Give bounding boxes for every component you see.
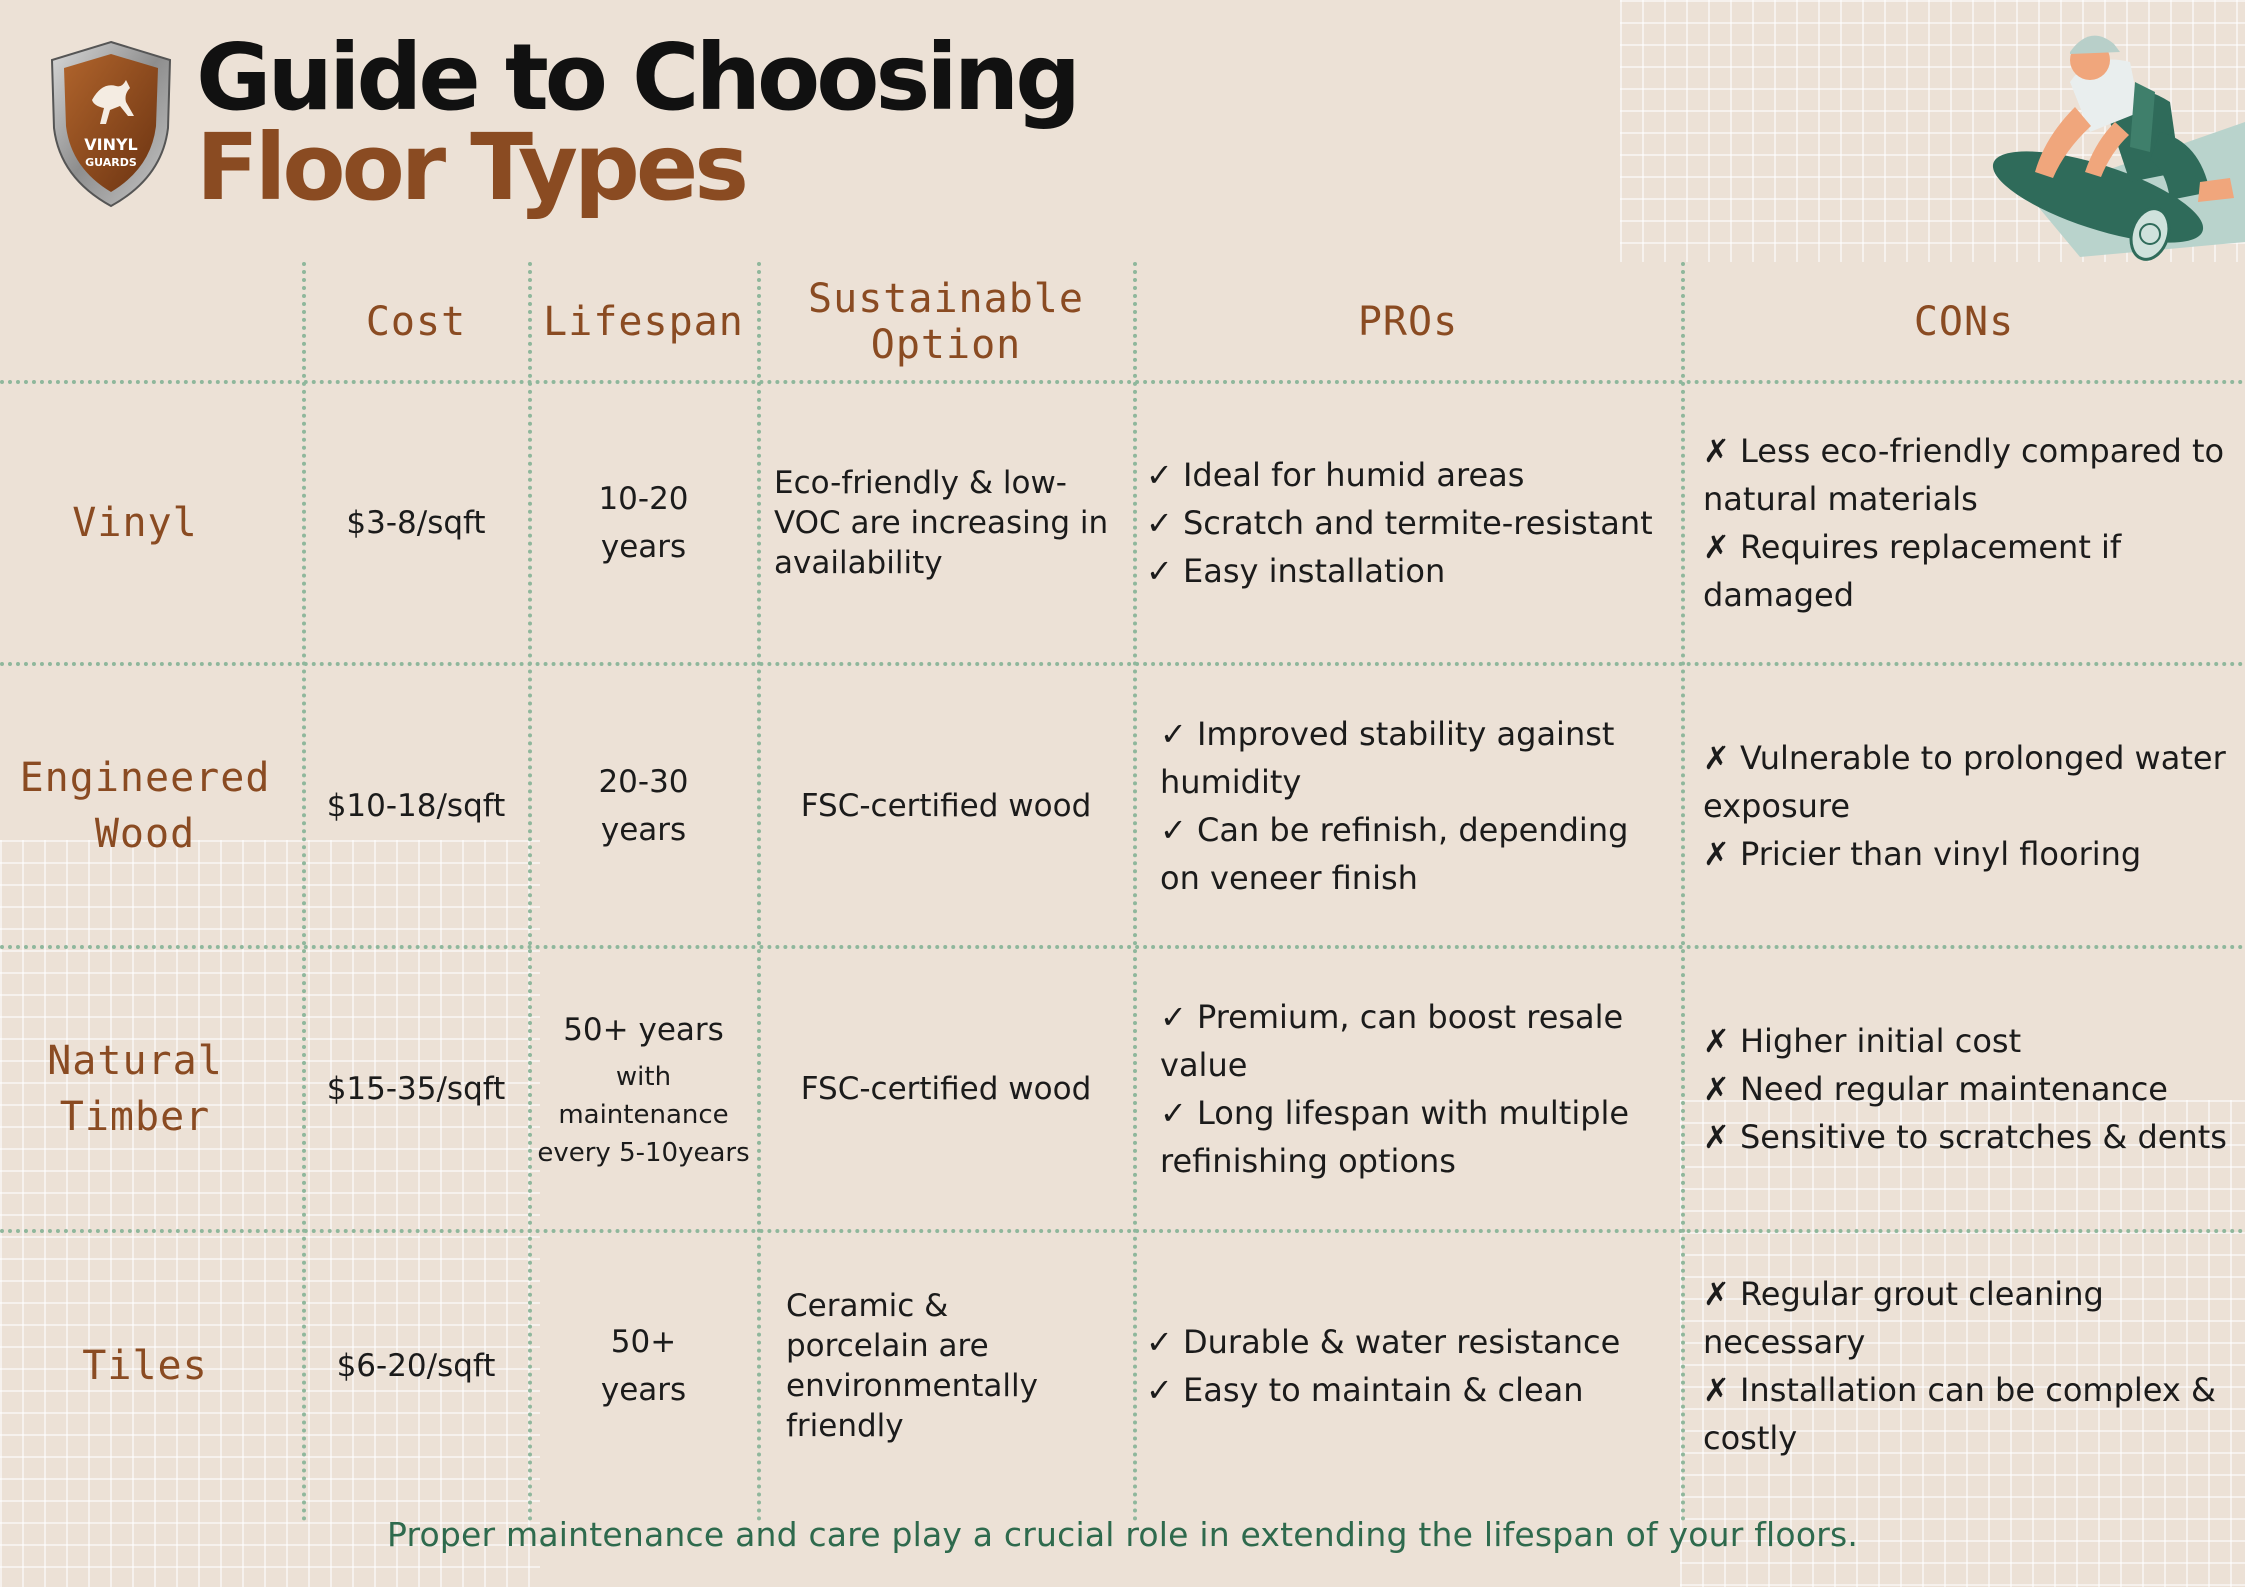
tiles-sustainable: Ceramic & porcelain are environmentally … [786,1233,1086,1499]
svg-text:GUARDS: GUARDS [85,156,137,169]
list-item: ✗ Regular grout cleaning necessary [1703,1275,2104,1361]
header-cost: Cost [365,299,467,345]
worker-rolling-floor-illustration [1950,12,2245,272]
table-divider-v1 [302,262,306,1522]
engineered-wood-pros-list: ✓ Improved stability against humidity ✓ … [1160,710,1670,902]
engineered-wood-cost: $10-18/sqft [326,787,506,824]
list-item: ✓ Ideal for humid areas [1146,456,1525,494]
vinyl-lifespan: 10-20 years [530,384,757,662]
natural-timber-lifespan-text: 50+ years [563,1012,724,1048]
horse-shield-logo-icon: VINYL GUARDS [50,40,172,208]
vinyl-sustainable-text: Eco-friendly & low-VOC are increasing in… [774,465,1109,581]
list-item: ✓ Scratch and termite-resistant [1146,504,1653,542]
list-item: ✓ Durable & water resistance [1146,1323,1621,1361]
list-item: ✗ Less eco-friendly compared to natural … [1703,432,2225,518]
natural-timber-lifespan: 50+ years with maintenance every 5-10yea… [530,949,757,1229]
engineered-wood-pros: ✓ Improved stability against humidity ✓ … [1160,666,1670,945]
page-title-line2: Floor Types [196,114,749,221]
vinyl-cost: $3-8/sqft [346,505,486,541]
page-title-line1: Guide to Choosing [196,24,1081,131]
footer-note: Proper maintenance and care play a cruci… [386,1515,1859,1554]
tiles-cons-list: ✗ Regular grout cleaning necessary ✗ Ins… [1703,1270,2233,1462]
tiles-cons: ✗ Regular grout cleaning necessary ✗ Ins… [1703,1233,2233,1499]
list-item: ✓ Long lifespan with multiple refinishin… [1160,1094,1630,1180]
natural-timber-cons: ✗ Higher initial cost ✗ Need regular mai… [1703,949,2233,1229]
engineered-wood-cons: ✗ Vulnerable to prolonged water exposure… [1703,666,2233,945]
header-cons: CONs [1913,299,2015,345]
tiles-cost: $6-20/sqft [336,1348,496,1384]
engineered-wood-sustainable: FSC-certified wood [800,787,1092,824]
table-divider-h1 [0,380,2245,384]
worker-rolling-vinyl-floor-icon [1992,35,2245,261]
natural-timber-sustainable: FSC-certified wood [800,1071,1092,1107]
table-divider-v4 [1133,262,1137,1522]
tiles-pros-list: ✓ Durable & water resistance ✓ Easy to m… [1146,1318,1620,1414]
table-divider-h3 [0,945,2245,949]
list-item: ✓ Easy to maintain & clean [1146,1371,1584,1409]
table-divider-v5 [1681,262,1685,1522]
tiles-sustainable-text: Ceramic & porcelain are environmentally … [786,1288,1038,1444]
svg-text:VINYL: VINYL [84,135,138,154]
list-item: ✗ Pricier than vinyl flooring [1703,834,2142,873]
header-pros: PROs [1357,299,1459,345]
row-label-tiles: Tiles [82,1343,208,1389]
list-item: ✗ Sensitive to scratches & dents [1703,1118,2227,1156]
vinyl-cons: ✗ Less eco-friendly compared to natural … [1703,384,2233,662]
vinyl-sustainable: Eco-friendly & low-VOC are increasing in… [774,384,1114,662]
list-item: ✓ Premium, can boost resale value [1160,998,1624,1084]
tiles-lifespan-text: 50+ years [600,1324,687,1408]
table-divider-h4 [0,1229,2245,1233]
list-item: ✗ Higher initial cost [1703,1022,2022,1060]
row-label-vinyl: Vinyl [72,500,198,546]
tiles-pros: ✓ Durable & water resistance ✓ Easy to m… [1146,1233,1676,1499]
natural-timber-pros-list: ✓ Premium, can boost resale value ✓ Long… [1160,993,1670,1185]
list-item: ✓ Can be refinish, depending on veneer f… [1160,810,1629,897]
vinyl-cons-list: ✗ Less eco-friendly compared to natural … [1703,427,2233,619]
row-label-engineered-wood: Engineered Wood [19,754,271,857]
engineered-wood-lifespan-text: 20-30 years [598,763,689,848]
header-sustainable: Sustainable Option [808,276,1084,368]
header-lifespan: Lifespan [543,299,744,345]
table-divider-h2 [0,662,2245,666]
natural-timber-cost: $15-35/sqft [326,1071,506,1107]
vinyl-pros-list: ✓ Ideal for humid areas ✓ Scratch and te… [1146,451,1653,595]
engineered-wood-lifespan: 20-30 years [530,666,757,945]
vinyl-pros: ✓ Ideal for humid areas ✓ Scratch and te… [1146,384,1676,662]
table-divider-v3 [757,262,761,1522]
natural-timber-lifespan-block: 50+ years with maintenance every 5-10yea… [530,1006,757,1172]
list-item: ✗ Need regular maintenance [1703,1070,2168,1108]
vinyl-lifespan-text: 10-20 years [598,481,689,565]
list-item: ✗ Vulnerable to prolonged water exposure [1703,738,2226,825]
list-item: ✗ Requires replacement if damaged [1703,528,2122,614]
engineered-wood-cons-list: ✗ Vulnerable to prolonged water exposure… [1703,734,2233,878]
list-item: ✓ Easy installation [1146,552,1446,590]
list-item: ✓ Improved stability against humidity [1160,714,1615,801]
vinyl-guards-logo: VINYL GUARDS [48,38,174,210]
natural-timber-lifespan-note: with maintenance every 5-10years [537,1062,750,1168]
list-item: ✗ Installation can be complex & costly [1703,1371,2216,1457]
natural-timber-pros: ✓ Premium, can boost resale value ✓ Long… [1160,949,1670,1229]
natural-timber-cons-list: ✗ Higher initial cost ✗ Need regular mai… [1703,1017,2227,1161]
tiles-lifespan: 50+ years [530,1233,757,1499]
row-label-natural-timber: Natural Timber [47,1038,223,1140]
table-divider-v2 [528,262,532,1522]
